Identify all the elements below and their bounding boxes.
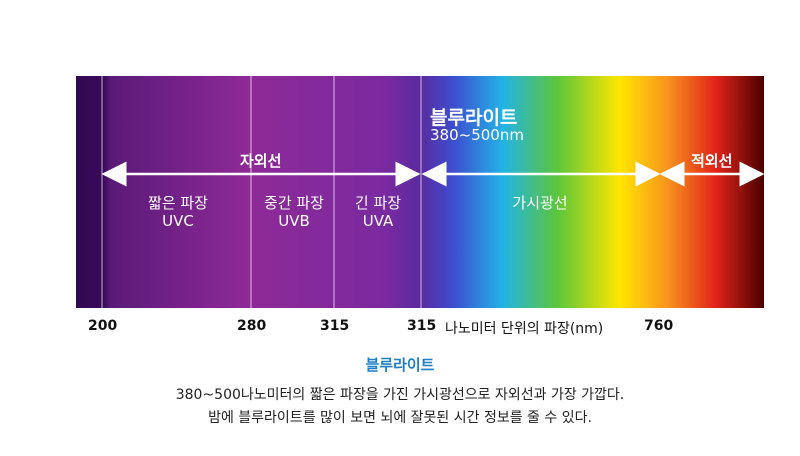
spectrum-diagram	[76, 76, 765, 308]
visible-label: 가시광선	[512, 194, 568, 212]
caption-title: 블루라이트	[365, 356, 435, 374]
band-uvb-name: 중간 파장	[264, 194, 324, 212]
blue-light-label: 블루라이트	[430, 107, 518, 129]
band-uvc-name: 짧은 파장	[148, 194, 208, 212]
tick-315b: 315	[407, 318, 437, 334]
tick-280: 280	[237, 318, 267, 334]
tick-760: 760	[644, 318, 674, 334]
band-uva-code: UVA	[362, 212, 394, 230]
tick-315a: 315	[320, 318, 350, 334]
uv-label: 자외선	[240, 152, 282, 170]
band-uvc-code: UVC	[162, 212, 194, 230]
spectrum-bar	[76, 76, 764, 308]
tick-200: 200	[88, 318, 118, 334]
band-uvb-code: UVB	[278, 212, 310, 230]
blue-light-range: 380~500nm	[430, 126, 524, 144]
axis-unit-label: 나노미터 단위의 파장(nm)	[445, 321, 604, 337]
band-uva-name: 긴 파장	[354, 194, 402, 212]
ir-label: 적외선	[691, 152, 733, 170]
caption-line-2: 밤에 블루라이트를 많이 보면 뇌에 잘못된 시간 정보를 줄 수 있다.	[208, 410, 592, 426]
caption-line-1: 380~500나노미터의 짧은 파장을 가진 가시광선으로 자외선과 가장 가깝…	[175, 387, 625, 403]
